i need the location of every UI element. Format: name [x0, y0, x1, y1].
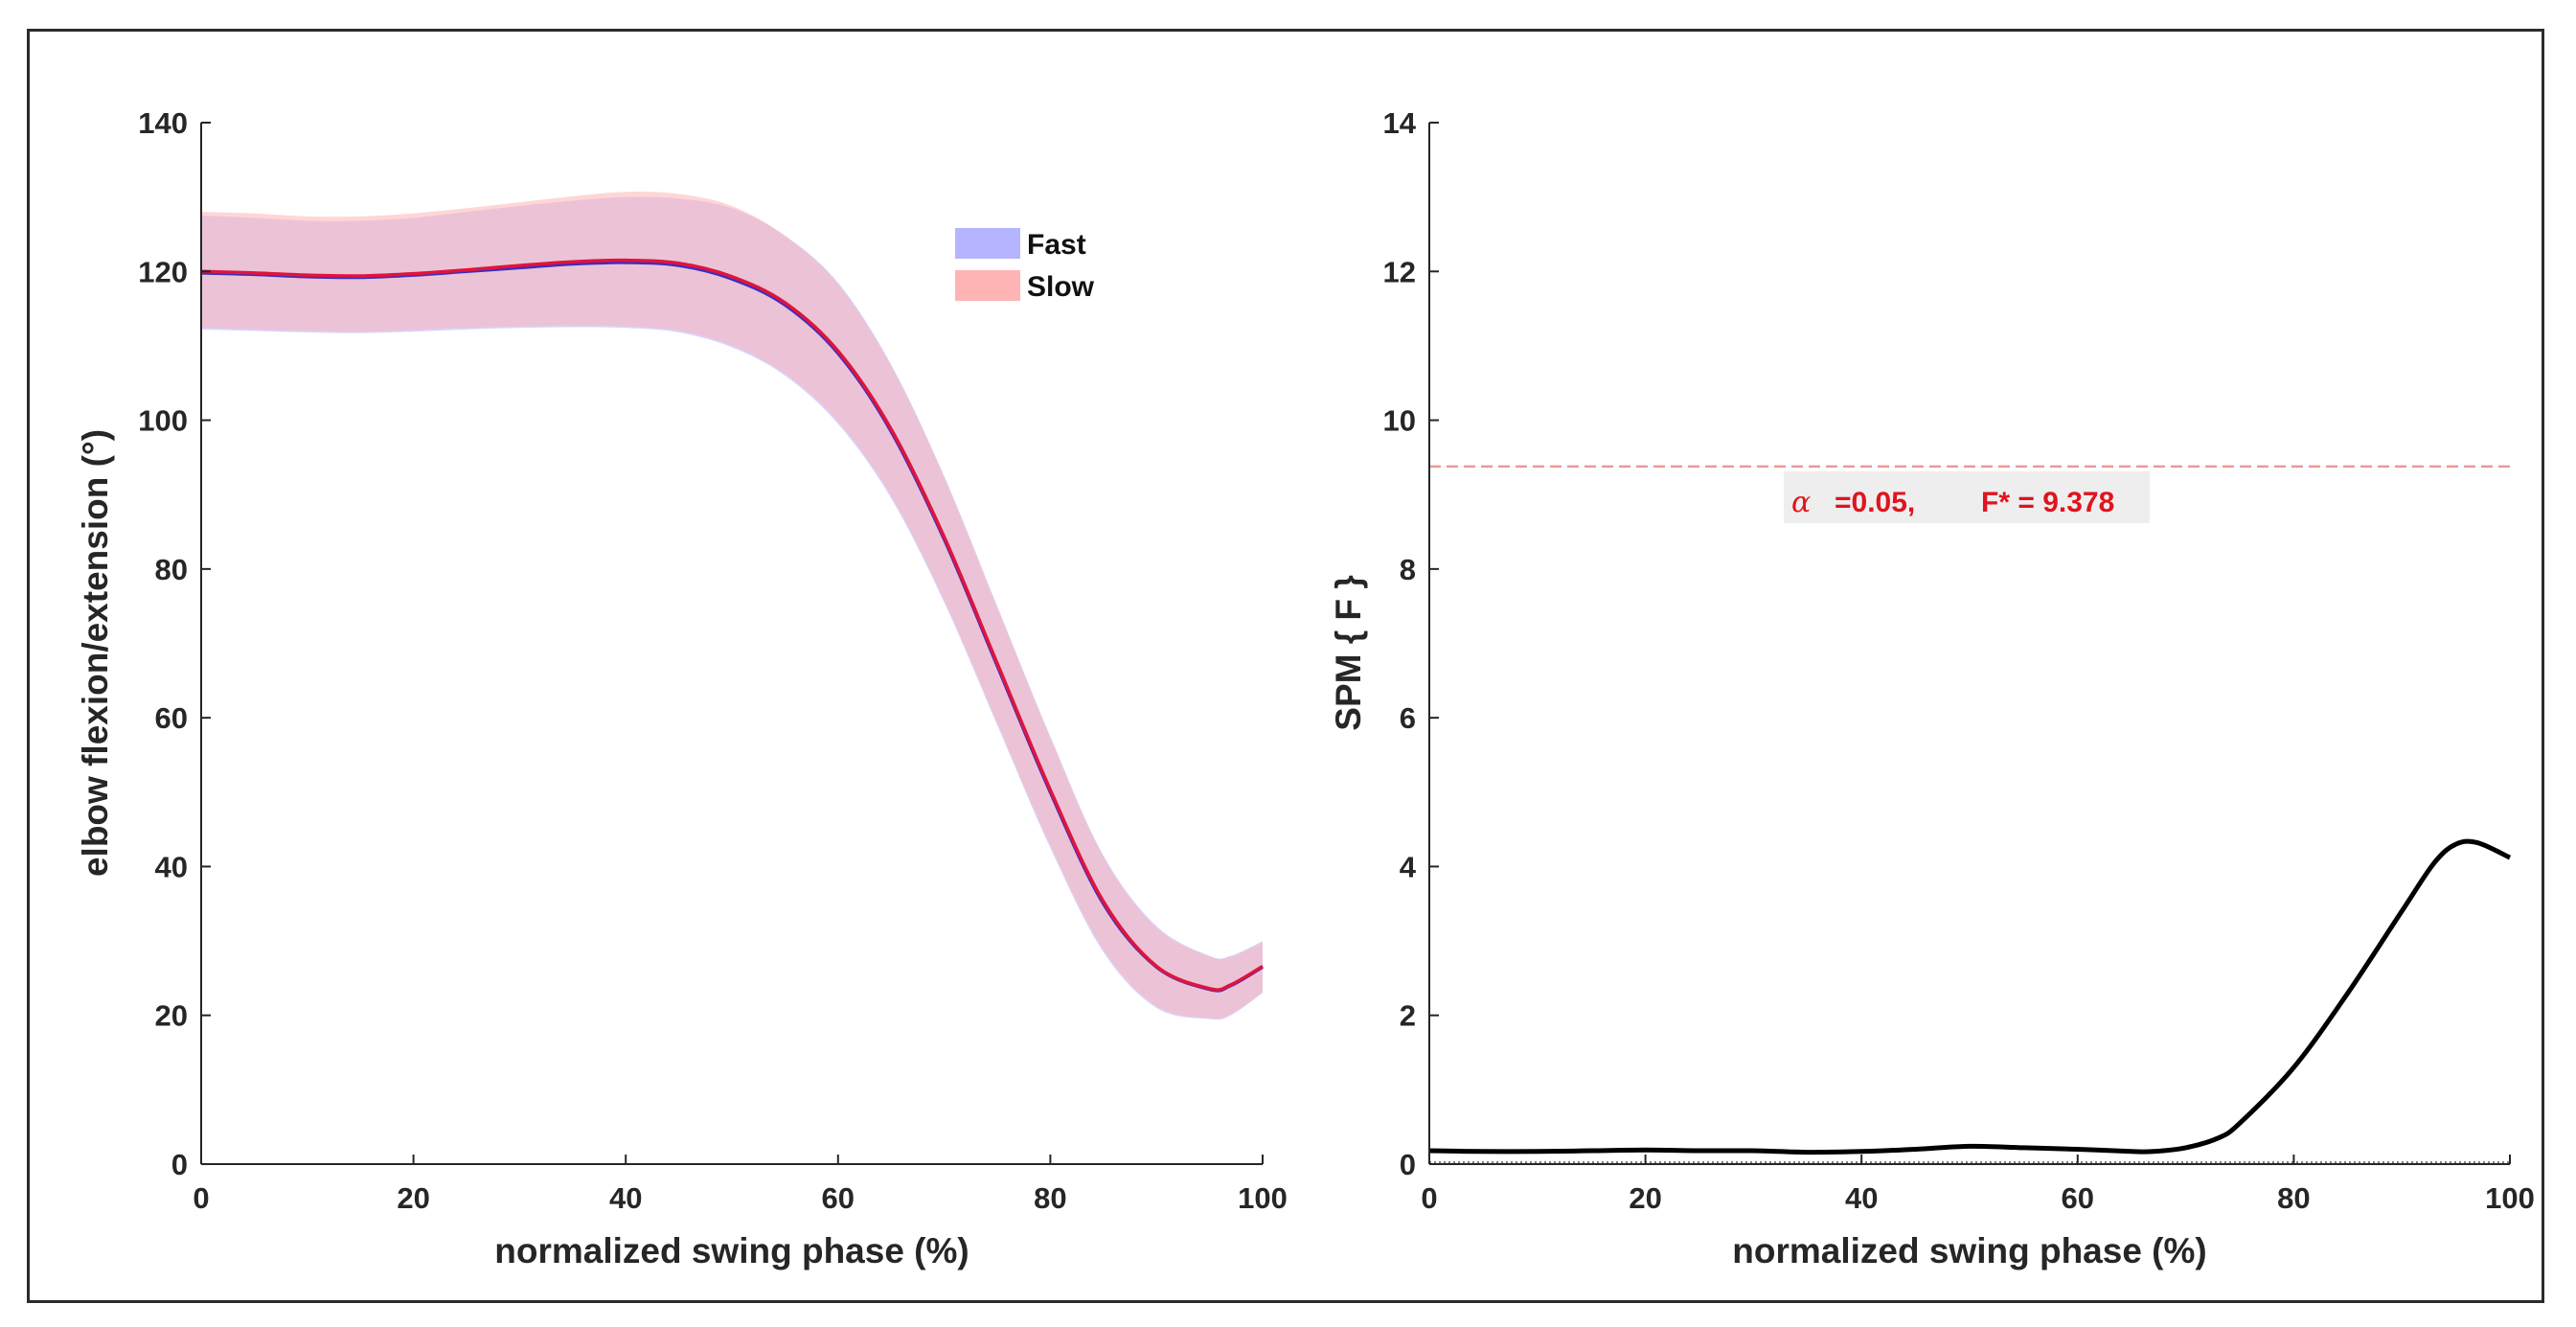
- left-y-tick-label: 100: [138, 404, 188, 438]
- right-y-tick-label: 8: [1400, 553, 1416, 586]
- right-x-tick-label: 60: [2062, 1181, 2094, 1215]
- right-x-tick-label: 80: [2277, 1181, 2310, 1215]
- left-y-tick-label: 40: [155, 850, 188, 883]
- legend: Fast Slow: [955, 228, 1095, 303]
- right-y-axis-label: SPM { F }: [1329, 575, 1368, 730]
- threshold-annotation-box: [1784, 471, 2150, 523]
- left-x-tick-label: 80: [1034, 1181, 1066, 1215]
- left-x-tick-label: 100: [1238, 1181, 1288, 1215]
- right-y-tick-label: 12: [1383, 255, 1416, 288]
- alpha-symbol: α: [1791, 486, 1811, 519]
- left-y-tick-label: 140: [138, 106, 188, 140]
- right-y-tick-label: 14: [1383, 106, 1417, 140]
- left-x-tick-label: 20: [397, 1181, 429, 1215]
- legend-label-slow: Slow: [1027, 271, 1095, 303]
- alpha-value: =0.05,: [1835, 487, 1915, 518]
- left-y-tick-label: 0: [171, 1148, 188, 1181]
- left-x-tick-label: 0: [193, 1181, 209, 1215]
- right-y-tick-label: 4: [1400, 850, 1417, 883]
- right-x-tick-label: 40: [1845, 1181, 1878, 1215]
- left-y-tick-label: 80: [155, 553, 188, 586]
- right-y-tick-label: 10: [1383, 404, 1416, 438]
- mean-line-slow: [200, 258, 1264, 992]
- left-x-tick-label: 40: [609, 1181, 642, 1215]
- right-x-tick-label: 100: [2485, 1181, 2535, 1215]
- legend-label-fast: Fast: [1027, 229, 1086, 261]
- right-y-tick-label: 2: [1400, 999, 1416, 1033]
- spm-f-curve: [1428, 838, 2512, 1155]
- right-chart-spm: α =0.05, F* = 9.378 0 20 40 60 80 100 0 2 4 6 8 10 12 1…: [1329, 106, 2535, 1270]
- legend-swatch-fast: [955, 228, 1020, 259]
- left-x-axis-label: normalized swing phase (%): [494, 1231, 969, 1270]
- left-y-tick-label: 20: [155, 999, 188, 1033]
- sd-band-slow: [201, 192, 1263, 1019]
- right-x-tick-label: 20: [1629, 1181, 1661, 1215]
- left-y-tick-label: 120: [138, 255, 188, 288]
- right-x-axis-label: normalized swing phase (%): [1732, 1231, 2206, 1270]
- right-y-tick-label: 6: [1400, 701, 1416, 735]
- left-y-axis-label: elbow flexion/extension (°): [76, 429, 115, 877]
- left-x-tick-label: 60: [822, 1181, 855, 1215]
- left-y-tick-label: 60: [155, 701, 188, 735]
- right-x-tick-label: 0: [1421, 1181, 1437, 1215]
- right-y-tick-label: 0: [1400, 1148, 1416, 1181]
- legend-swatch-slow: [955, 270, 1020, 301]
- critical-f-value: F* = 9.378: [1981, 487, 2114, 518]
- figure-frame: [27, 29, 2544, 1303]
